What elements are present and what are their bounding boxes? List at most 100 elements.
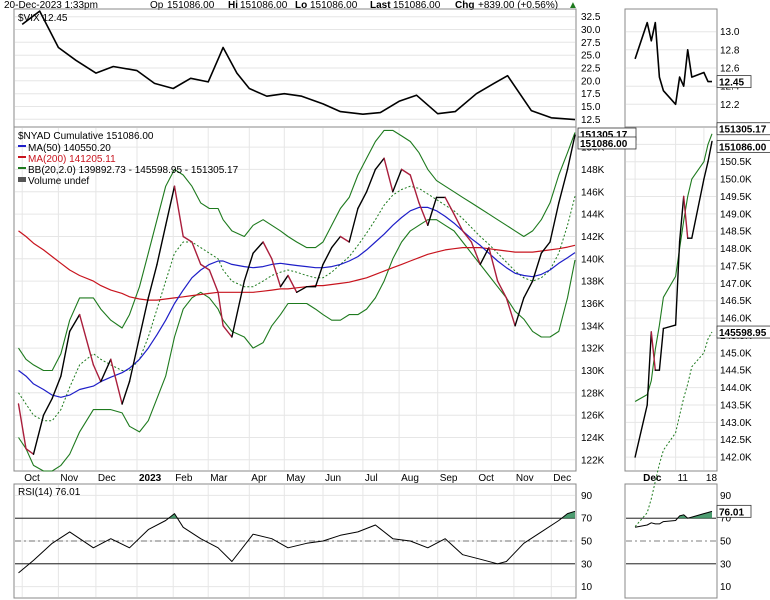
header-op-value: 151086.00 — [167, 0, 215, 11]
nyad-line-segment — [409, 174, 420, 204]
rsi-tick-label: 70 — [581, 514, 593, 525]
nyad-line-segment — [374, 157, 385, 171]
vix-tick-label: 30.0 — [581, 25, 601, 36]
zoom-nyad-line-segment — [683, 195, 689, 239]
nyad-line-segment — [339, 235, 350, 243]
rsi-zoom-frame — [624, 483, 718, 599]
legend-ma200-swatch — [18, 156, 26, 158]
nyad-line-segment — [100, 358, 112, 383]
nyad-line-segment — [470, 241, 481, 266]
price-tick-label: 140K — [581, 254, 605, 265]
zoom-bb-upper-line — [634, 133, 713, 402]
nyad-line-segment — [222, 325, 233, 338]
price-zoom-tick-label: 143.0K — [720, 418, 752, 429]
header-hi-label: Hi — [228, 0, 238, 11]
gridlines — [15, 16, 716, 597]
zoom-last-label-box — [716, 139, 770, 153]
rsi-zoom-tick-label: 30 — [720, 559, 732, 570]
price-zoom-tick-label: 146.5K — [720, 296, 752, 307]
nyad-line-segment — [357, 191, 368, 210]
zoom-nyad-line-segment — [658, 327, 665, 371]
nyad-line-segment — [331, 235, 342, 249]
nyad-line-segment — [523, 280, 534, 299]
rsi-line — [18, 510, 576, 574]
x-tick-label: Nov — [60, 473, 78, 484]
vix-legend: $VIX 12.45 — [18, 13, 68, 24]
price-zoom-tick-label: 146.0K — [720, 314, 752, 325]
rsi-tick-label: 90 — [581, 491, 593, 502]
vix-tick-label: 20.0 — [581, 76, 601, 87]
nyad-line-segment — [147, 263, 158, 299]
rsi-tick-label: 10 — [581, 582, 593, 593]
nyad-line-segment — [128, 336, 141, 383]
zoom-last-label: 151086.00 — [719, 142, 767, 153]
tick-labels: 32.5 30.0 27.5 25.0 22.520.0 17.5 15.0 12.5 13.0… — [24, 12, 770, 593]
header-date: 20-Dec-2023 1:33pm — [4, 0, 98, 11]
vix-tick-label: 25.0 — [581, 51, 601, 62]
header-chg-label: Chg — [455, 0, 474, 11]
series-layer — [17, 10, 713, 574]
nyad-line-segment — [383, 157, 394, 193]
header-hi-value: 151086.00 — [240, 0, 288, 11]
rsi-zoom-tick-label: 10 — [720, 582, 732, 593]
nyad-line-segment — [199, 263, 211, 271]
price-zoom-tick-label: 150.5K — [720, 157, 752, 168]
price-tick-label: 132K — [581, 344, 605, 355]
price-zoom-tick-label: 145.0K — [720, 348, 752, 359]
nyad-line-segment — [60, 330, 71, 377]
nyad-line-segment — [110, 358, 123, 405]
x-tick-label: Oct — [478, 473, 494, 484]
bb-upper-line — [18, 129, 576, 372]
price-zoom-tick-label: 144.0K — [720, 383, 752, 394]
vix-last-value-label-box — [716, 75, 752, 89]
header-last-value: 151086.00 — [393, 0, 441, 11]
zoom-nyad-line-segment — [678, 195, 685, 243]
nyad-line-segment — [322, 246, 333, 266]
rsi-zoom-tick-label: 50 — [720, 537, 732, 548]
nyad-line-segment — [243, 252, 254, 282]
x-tick-label: Jul — [365, 473, 378, 484]
rsi-legend-text: RSI(14) 76.01 — [18, 487, 81, 498]
ma200-line — [18, 230, 576, 301]
price-tick-label: 126K — [581, 411, 605, 422]
nyad-line-segment — [365, 168, 377, 193]
nyad-line-segment — [549, 202, 560, 243]
vix-last-value-label: 12.45 — [719, 78, 744, 89]
nyad-line-segment — [68, 313, 81, 333]
x-tick-label: Jun — [325, 473, 341, 484]
vix-zoom-tick-label: 13.0 — [720, 27, 740, 38]
price-zoom-tick-label: 144.5K — [720, 366, 752, 377]
rsi-last-value-label-box — [716, 504, 752, 518]
nyad-line-segment — [418, 202, 429, 227]
legend-bb-swatch — [18, 167, 26, 169]
zoom-bb-middle-label-box — [716, 325, 770, 339]
x-tick-label: Apr — [251, 473, 267, 484]
zoom-bb-middle-label: 145598.95 — [719, 328, 767, 339]
price-zoom-tick-label: 149.0K — [720, 209, 752, 220]
zoom-x-tick-label: 18 — [706, 473, 718, 484]
price-panel-frame — [13, 126, 577, 472]
rsi-tick-label: 30 — [581, 559, 593, 570]
vix-zoom-tick-label: 12.2 — [720, 100, 740, 111]
price-bb-upper-label: 151305.17 — [580, 130, 628, 141]
x-tick-label: Mar — [210, 473, 228, 484]
vix-tick-label: 17.5 — [581, 89, 601, 100]
price-zoom-tick-label: 148.0K — [720, 244, 752, 255]
x-tick-label: Dec — [553, 473, 571, 484]
zoom-bb-upper-label-box — [716, 122, 770, 136]
nyad-line-segment — [173, 185, 184, 238]
price-last-label: 151086.00 — [580, 139, 628, 150]
price-zoom-frame — [624, 126, 718, 472]
nyad-line-segment — [531, 252, 542, 282]
x-tick-label: May — [286, 473, 305, 484]
vix-tick-label: 27.5 — [581, 38, 601, 49]
header-chg-value: +839.00 (+0.56%) — [478, 0, 558, 11]
zoom-nyad-line-segment — [707, 140, 713, 163]
nyad-line-segment — [540, 241, 551, 254]
nyad-line-segment — [42, 397, 53, 416]
zoom-nyad-line-segment — [674, 240, 681, 326]
nyad-line-segment — [92, 364, 102, 383]
nyad-line-segment — [296, 286, 308, 293]
price-tick-label: 122K — [581, 455, 605, 466]
